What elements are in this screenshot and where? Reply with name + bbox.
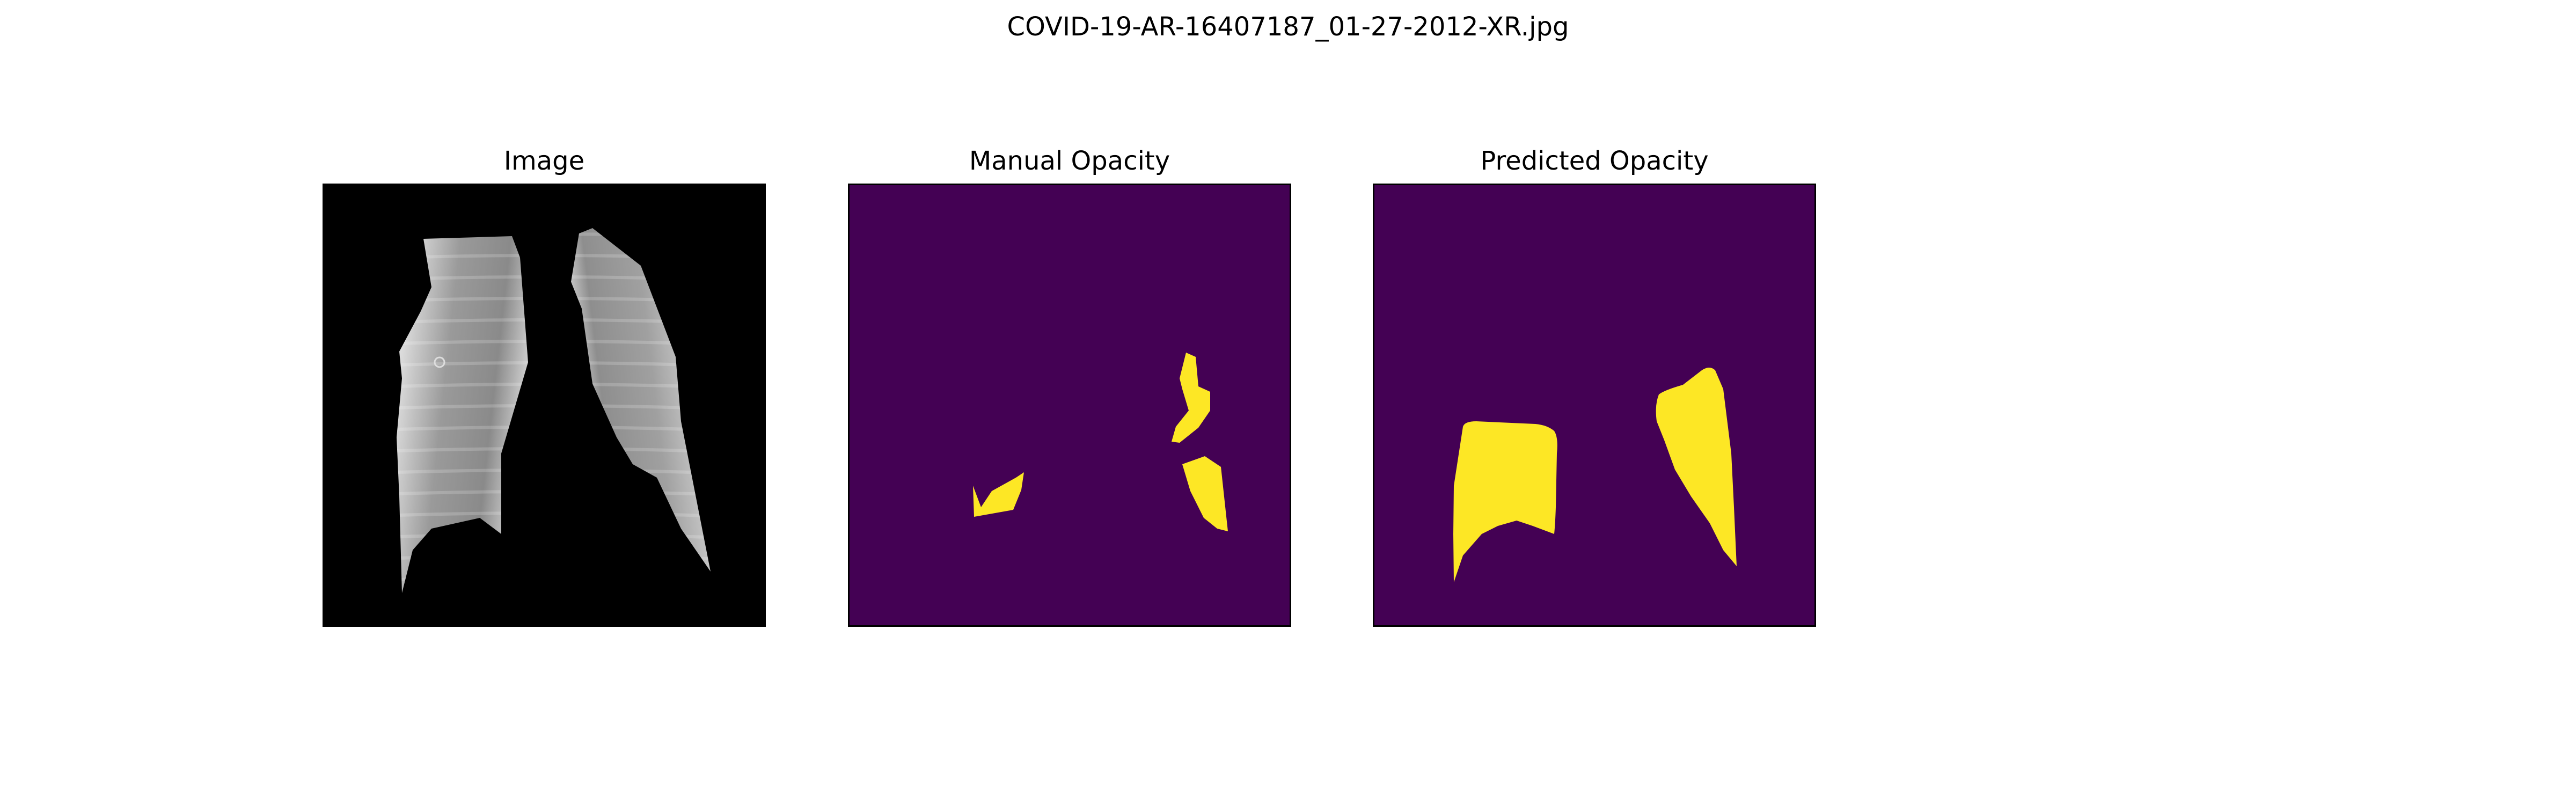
right-lung [571,228,711,572]
mask-background [850,185,1290,625]
xray-image [324,185,764,625]
panel-manual-opacity: Manual Opacity [848,146,1291,627]
manual-region-left [973,472,1024,517]
figure-title: COVID-19-AR-16407187_01-27-2012-XR.jpg [1007,12,1569,42]
manual-region-right-upper [1172,353,1210,443]
xray-marker [434,356,445,368]
panel-title-manual: Manual Opacity [969,146,1170,176]
manual-region-right-lower [1182,456,1228,531]
mask-background [1374,185,1814,625]
xray-background [324,185,764,625]
predicted-mask [1374,185,1814,625]
xray-frame [323,184,766,627]
panel-predicted-opacity: Predicted Opacity [1373,146,1816,627]
panel-title-predicted: Predicted Opacity [1480,146,1709,176]
panel-title-image: Image [503,146,585,176]
manual-mask-frame [848,184,1291,627]
panel-image: Image [323,146,766,627]
predicted-mask-frame [1373,184,1816,627]
manual-mask [850,185,1290,625]
predicted-region-left [1453,421,1557,582]
predicted-region-right [1656,368,1737,566]
left-lung [397,236,528,593]
